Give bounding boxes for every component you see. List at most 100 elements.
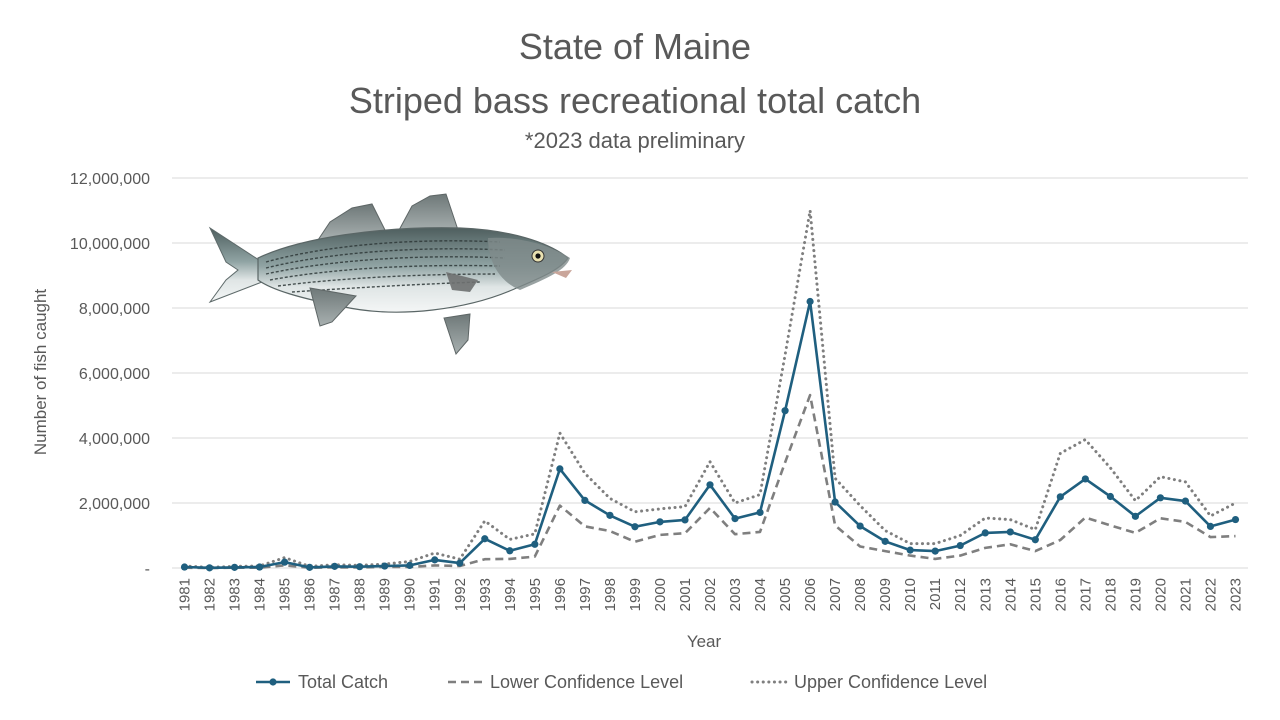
series-line-0 (184, 300, 1236, 570)
x-tick-label: 2018 (1102, 578, 1119, 611)
y-axis-label: Number of fish caught (31, 289, 50, 456)
x-tick-label: 1992 (452, 578, 469, 611)
y-tick-label: 6,000,000 (79, 366, 150, 383)
data-point (831, 498, 839, 506)
data-point (781, 407, 789, 415)
x-tick-label: 2003 (727, 578, 744, 611)
x-tick-label: 1986 (302, 578, 319, 611)
data-point (556, 465, 564, 473)
legend: Total Catch Lower Confidence Level Upper C… (256, 672, 987, 692)
x-tick-label: 1996 (552, 578, 569, 611)
data-point (881, 537, 889, 545)
x-tick-label: 2017 (1077, 578, 1094, 611)
data-point (331, 562, 339, 570)
data-point (205, 564, 214, 572)
data-point (431, 556, 439, 564)
x-tick-label: 2011 (927, 578, 944, 610)
data-point (931, 547, 939, 555)
y-tick-label: 12,000,000 (70, 171, 150, 188)
data-point (806, 297, 814, 306)
x-tick-label: 2005 (777, 578, 794, 611)
x-tick-label: 2022 (1202, 578, 1219, 611)
x-tick-label: 2020 (1152, 578, 1169, 611)
data-point (1006, 528, 1014, 536)
data-point (981, 529, 989, 537)
data-point (1181, 497, 1190, 505)
data-point (706, 481, 714, 489)
x-tick-label: 1990 (402, 578, 419, 611)
x-tick-label: 2006 (802, 578, 819, 611)
x-tick-label: 2000 (652, 578, 669, 611)
data-point (406, 561, 414, 570)
x-tick-label: 2010 (902, 578, 919, 611)
x-tick-label: 1999 (627, 578, 644, 611)
data-point (356, 563, 364, 571)
x-tick-label: 1983 (227, 578, 244, 611)
data-point (456, 559, 464, 567)
x-axis-label: Year (687, 632, 722, 651)
x-tick-label: 1988 (352, 578, 369, 611)
x-tick-label: 1987 (327, 578, 344, 611)
x-tick-label: 2016 (1052, 578, 1069, 611)
x-tick-label: 2021 (1177, 578, 1194, 611)
x-tick-label: 1997 (577, 578, 594, 611)
legend-label: Upper Confidence Level (794, 672, 987, 692)
data-point (255, 563, 264, 571)
data-point (531, 540, 539, 548)
y-tick-label: 8,000,000 (79, 301, 150, 318)
data-point (731, 515, 739, 523)
x-tick-label: 2013 (977, 578, 994, 611)
y-tick-label: - (145, 561, 150, 578)
x-tick-label: 2004 (752, 578, 769, 611)
data-point (1206, 522, 1215, 531)
x-tick-label: 2007 (827, 578, 844, 611)
x-tick-label: 1982 (202, 578, 219, 611)
data-point (681, 516, 689, 524)
striped-bass-illustration (208, 193, 572, 355)
x-tick-label: 1998 (602, 578, 619, 611)
x-tick-label: 2008 (852, 578, 869, 611)
data-point (1031, 536, 1039, 544)
data-point (856, 522, 864, 530)
x-tick-label: 2015 (1027, 578, 1044, 611)
data-point (180, 563, 189, 571)
x-tick-label: 1994 (502, 578, 519, 611)
data-point (756, 508, 764, 517)
x-tick-label: 1991 (427, 578, 444, 611)
x-tick-label: 1989 (377, 578, 394, 611)
data-point (506, 547, 514, 555)
x-axis-ticks: 1981 1982 1983 1984 1985 1986 1987 1988 1989 1990… (177, 578, 1245, 611)
x-tick-label: 2023 (1227, 578, 1244, 611)
data-point (230, 563, 239, 571)
data-point (656, 518, 664, 526)
chart-note: *2023 data preliminary (524, 128, 746, 153)
data-point (1231, 515, 1240, 524)
data-point (281, 558, 289, 566)
y-tick-label: 10,000,000 (70, 236, 150, 253)
data-point (1081, 475, 1089, 483)
data-point (1131, 512, 1139, 520)
data-point (631, 523, 639, 531)
x-tick-label: 1981 (177, 578, 194, 611)
y-tick-label: 2,000,000 (79, 496, 150, 513)
y-axis-ticks: - 2,000,000 4,000,000 6,000,000 8,000,000 10,… (70, 171, 150, 578)
data-point (581, 496, 589, 504)
data-point (906, 546, 914, 554)
x-tick-label: 2014 (1002, 578, 1019, 611)
y-tick-label: 4,000,000 (79, 431, 150, 448)
x-tick-label: 1995 (527, 578, 544, 611)
data-point (956, 541, 964, 550)
legend-label: Lower Confidence Level (490, 672, 683, 692)
x-tick-label: 2001 (677, 578, 694, 611)
legend-label: Total Catch (298, 672, 388, 692)
x-tick-label: 1993 (477, 578, 494, 611)
data-point (306, 563, 314, 571)
chart-title: State of Maine (518, 26, 752, 67)
data-point (1106, 492, 1114, 501)
chart-subtitle: Striped bass recreational total catch (348, 80, 922, 121)
data-point (381, 562, 389, 570)
x-tick-label: 1985 (277, 578, 294, 611)
x-tick-label: 2012 (952, 578, 969, 611)
x-tick-label: 2002 (702, 578, 719, 611)
